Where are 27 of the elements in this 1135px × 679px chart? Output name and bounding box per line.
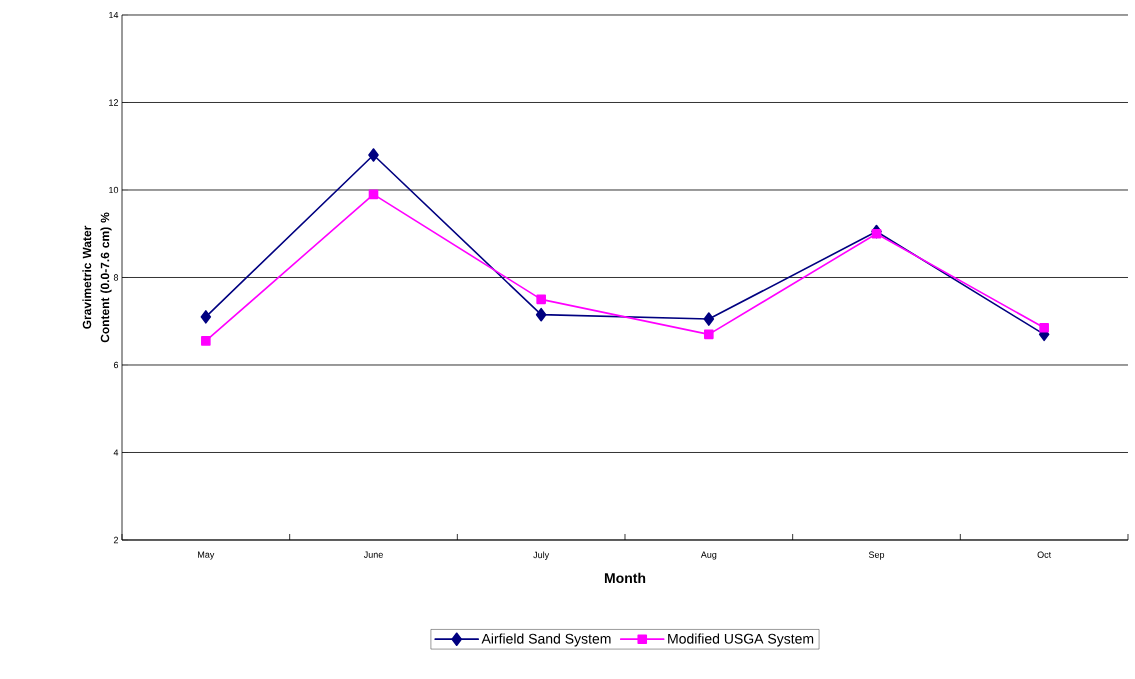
x-tick-label: Oct [1037,551,1052,558]
point [201,336,211,346]
x-tick-label: July [533,551,550,560]
point [704,329,714,340]
x-axis-title: Month [604,572,646,584]
point [368,148,379,162]
point [871,228,882,239]
point [1039,323,1049,333]
y-tick-label: 6 [113,361,119,369]
point [200,310,212,324]
y-tick-label: 12 [109,99,119,106]
y-tick-label: 10 [109,186,119,194]
legend-label: Modified USGA System [668,633,814,647]
x-tick-label: Sep [868,551,885,560]
point [536,294,546,305]
y-tick-label: 4 [113,449,119,456]
point [535,307,547,322]
point [703,312,715,326]
point [368,189,379,200]
y-axis-title: Gravimetric Water Content (0.0-7.6 cm) % [82,212,112,343]
x-tick-label: Aug [700,551,717,560]
y-tick-label: 2 [113,536,119,544]
legend-label: Airfield Sand System [481,633,611,647]
y-tick-label: 14 [109,11,119,19]
x-tick-label: June [363,551,383,558]
x-tick-label: May [198,551,215,560]
y-tick-label: 8 [113,274,119,281]
